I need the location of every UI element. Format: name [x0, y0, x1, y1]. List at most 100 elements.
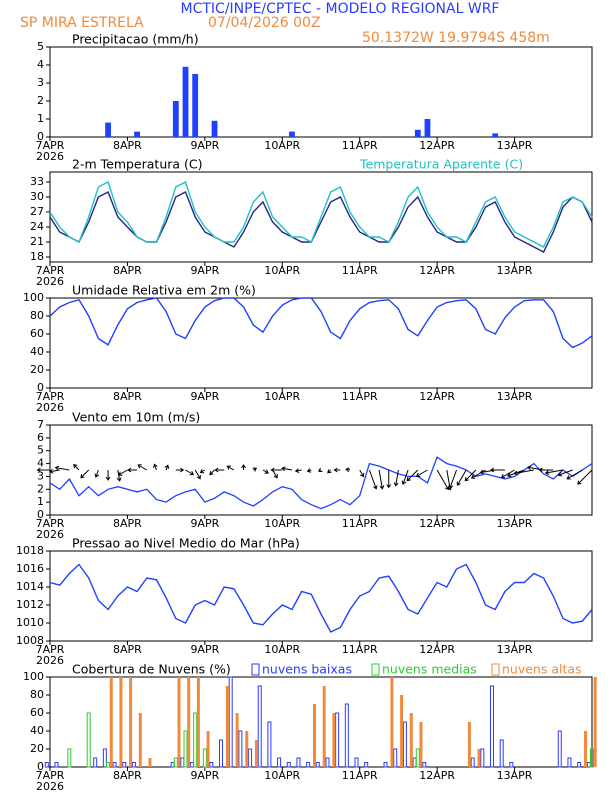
bar — [415, 748, 420, 768]
bar — [209, 762, 214, 768]
wind-arrow — [281, 466, 293, 472]
wind-arrow — [333, 467, 341, 473]
bar — [477, 749, 481, 767]
wind-arrow — [368, 469, 378, 490]
data-line — [49, 180, 593, 248]
y-tick-label: 40 — [30, 724, 44, 737]
panel-title: Precipitacao (mm/h) — [72, 32, 199, 47]
y-tick-label: 7 — [37, 418, 44, 431]
y-tick-label: 60 — [30, 327, 44, 340]
y-tick-label: 2 — [37, 482, 44, 495]
coordinates: 50.1372W 19.9794S 458m — [362, 30, 550, 46]
bar — [138, 713, 142, 767]
y-tick-label: 1014 — [16, 580, 44, 593]
y-tick-label: 20 — [30, 363, 44, 376]
bar — [419, 722, 423, 767]
x-tick-label: 11APR — [342, 390, 378, 403]
year-label: 2026 — [36, 780, 64, 792]
bar — [211, 120, 218, 137]
bar — [183, 730, 188, 768]
bar — [557, 730, 562, 768]
x-tick-label: 10APR — [264, 517, 300, 530]
y-tick-label: 3 — [37, 469, 44, 482]
data-line — [49, 456, 593, 510]
wind-arrow — [209, 469, 215, 476]
legend-label: Temperatura Aparente (C) — [359, 157, 523, 172]
x-tick-label: 12APR — [419, 517, 455, 530]
wind-arrow — [513, 469, 535, 476]
x-tick-label: 8APR — [113, 264, 142, 277]
wind-arrow — [214, 467, 225, 473]
bar — [492, 133, 499, 137]
x-tick-label: 12APR — [419, 390, 455, 403]
panel-frame — [49, 297, 593, 389]
x-tick-label: 7APR — [36, 769, 65, 782]
y-tick-label: 0 — [37, 381, 44, 394]
data-line — [49, 297, 593, 349]
bar — [206, 731, 210, 767]
panel-frame — [49, 676, 593, 768]
bar — [44, 762, 49, 768]
wind-arrow — [94, 469, 100, 478]
x-tick-label: 11APR — [342, 643, 378, 656]
wind-arrow — [566, 469, 583, 480]
y-tick-label: 20 — [30, 742, 44, 755]
x-tick-label: 7APR — [36, 390, 65, 403]
wind-arrow — [241, 464, 246, 470]
wind-arrow — [73, 464, 80, 471]
y-tick-label: 100 — [23, 291, 44, 304]
x-tick-label: 8APR — [113, 517, 142, 530]
bar — [422, 762, 427, 768]
x-tick-label: 9APR — [190, 139, 219, 152]
bar — [390, 677, 394, 767]
bar — [254, 740, 258, 767]
wind-arrow — [226, 465, 235, 471]
y-tick-label: 1010 — [16, 616, 44, 629]
bar — [402, 721, 407, 768]
bar — [119, 677, 123, 767]
y-tick-label: 80 — [30, 688, 44, 701]
bar — [122, 762, 127, 768]
location: SP MIRA ESTRELA — [20, 15, 144, 31]
x-tick-label: 8APR — [113, 390, 142, 403]
bar — [593, 677, 597, 767]
bar — [170, 762, 175, 768]
legend-label: nuvens altas — [502, 662, 582, 677]
x-tick-label: 8APR — [113, 139, 142, 152]
y-tick-label: 1016 — [16, 562, 44, 575]
y-tick-label: 80 — [30, 309, 44, 322]
data-line — [49, 191, 593, 253]
x-tick-label: 13APR — [497, 264, 533, 277]
y-tick-label: 5 — [37, 444, 44, 457]
x-tick-label: 12APR — [419, 264, 455, 277]
bar — [590, 748, 594, 768]
wind-arrow — [48, 468, 60, 474]
wind-arrow — [270, 467, 283, 473]
wind-arrow — [557, 469, 573, 477]
y-tick-label: 5 — [37, 40, 44, 53]
wind-arrow — [294, 468, 302, 473]
y-tick-label: 4 — [37, 457, 44, 470]
bar — [225, 686, 229, 767]
bar — [289, 131, 295, 137]
wind-arrow — [386, 470, 392, 489]
bar — [267, 721, 272, 768]
wind-arrow — [117, 469, 128, 476]
x-tick-label: 10APR — [264, 139, 300, 152]
x-tick-label: 13APR — [497, 517, 533, 530]
year-label: 2026 — [36, 401, 64, 414]
y-tick-label: 1 — [37, 495, 44, 508]
bar — [586, 762, 591, 768]
bar — [277, 757, 282, 768]
bar — [67, 748, 72, 768]
wind-arrow — [252, 467, 258, 472]
x-tick-label: 10APR — [264, 643, 300, 656]
bar — [315, 762, 320, 768]
bar — [584, 731, 588, 767]
wind-arrow — [401, 469, 409, 485]
y-tick-label: 1018 — [16, 544, 44, 557]
y-tick-label: 100 — [23, 670, 44, 683]
x-tick-label: 11APR — [342, 264, 378, 277]
bar — [480, 748, 485, 768]
